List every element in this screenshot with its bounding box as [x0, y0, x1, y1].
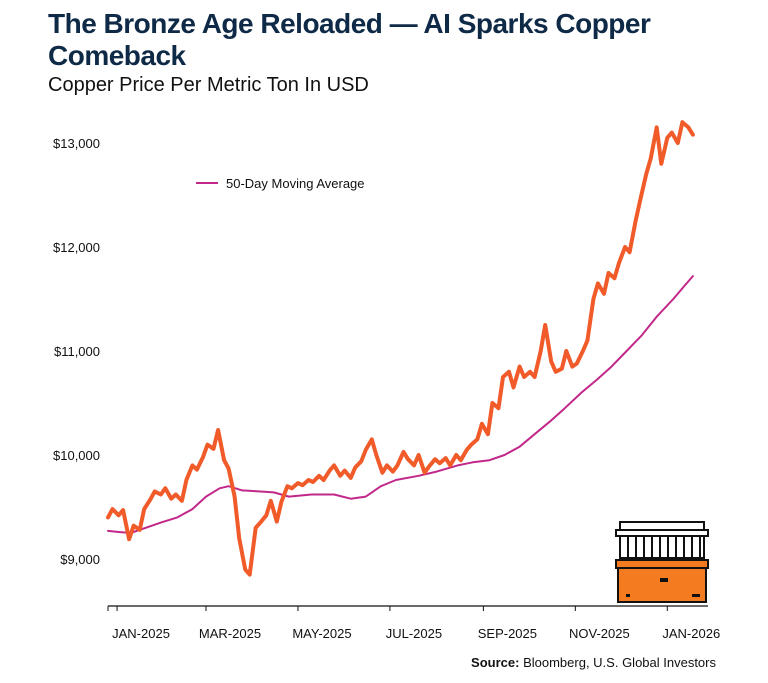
source-note: Source: Bloomberg, U.S. Global Investors [471, 655, 716, 670]
y-tick-label: $11,000 [54, 344, 100, 359]
bank-gold-bar-icon [615, 521, 709, 603]
source-text: Bloomberg, U.S. Global Investors [523, 655, 716, 670]
x-axis: JAN-2025 MAR-2025 MAY-2025 JUL-2025 SEP-2025… [107, 605, 720, 641]
chart-title: The Bronze Age Reloaded — AI Sparks Copp… [48, 8, 651, 71]
x-tick-label: JAN-2026 [662, 626, 720, 641]
series-layer [106, 120, 695, 577]
x-tick-label: SEP-2025 [478, 626, 537, 641]
chart-subtitle: Copper Price Per Metric Ton In USD [48, 74, 369, 96]
legend-label-moving-average: 50-Day Moving Average [226, 176, 365, 191]
y-tick-label: $10,000 [53, 448, 100, 463]
x-tick-label: NOV-2025 [569, 626, 630, 641]
x-tick-label: MAR-2025 [199, 626, 261, 641]
moving-average-line [107, 275, 694, 534]
y-tick-label: $13,000 [53, 136, 100, 151]
x-tick-label: JUL-2025 [386, 626, 442, 641]
price-line [106, 120, 695, 577]
x-tick-label: MAY-2025 [292, 626, 351, 641]
y-tick-label: $12,000 [53, 240, 100, 255]
legend: 50-Day Moving Average [196, 176, 365, 191]
y-tick-label: $9,000 [60, 552, 100, 567]
x-tick-label: JAN-2025 [112, 626, 170, 641]
source-label: Source: [471, 655, 520, 670]
y-axis: $9,000 $10,000 $11,000 $12,000 $13,000 [53, 136, 100, 567]
